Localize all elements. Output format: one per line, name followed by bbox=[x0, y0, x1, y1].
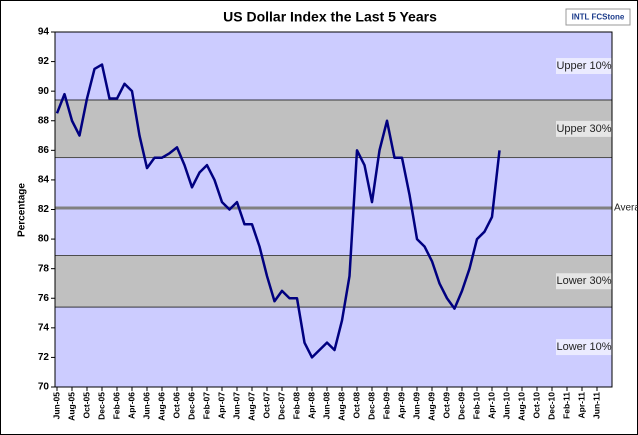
x-tick-label: Oct-06 bbox=[171, 392, 181, 419]
x-tick-label: Aug-08 bbox=[336, 392, 346, 421]
x-tick-label: Apr-08 bbox=[306, 392, 316, 419]
band bbox=[54, 306, 613, 388]
x-tick-label: Jun-11 bbox=[591, 392, 601, 419]
x-tick-label: Jun-09 bbox=[411, 392, 421, 420]
x-tick-label: Jun-07 bbox=[231, 392, 241, 420]
band bbox=[54, 31, 613, 101]
x-tick-label: Apr-07 bbox=[216, 392, 226, 419]
band-label: Lower 30% bbox=[556, 275, 611, 287]
y-tick-label: 76 bbox=[38, 293, 50, 304]
x-tick-label: Feb-11 bbox=[561, 392, 571, 419]
y-tick-label: 90 bbox=[38, 86, 50, 97]
y-tick-label: 88 bbox=[38, 115, 50, 126]
x-tick-label: Feb-07 bbox=[201, 392, 211, 420]
x-tick-label: Dec-08 bbox=[366, 392, 376, 420]
band-label-box bbox=[556, 339, 612, 356]
y-axis-label: Percentage bbox=[17, 183, 28, 237]
x-tick-label: Apr-11 bbox=[576, 392, 586, 419]
logo-box bbox=[565, 8, 631, 26]
x-tick-label: Aug-10 bbox=[516, 392, 526, 421]
chart-title: US Dollar Index the Last 5 Years bbox=[223, 9, 437, 25]
x-tick-label: Feb-09 bbox=[381, 392, 391, 420]
x-tick-label: Oct-05 bbox=[81, 392, 91, 419]
x-tick-label: Feb-08 bbox=[291, 392, 301, 420]
x-tick-label: Dec-07 bbox=[276, 392, 286, 420]
band-label: Upper 30% bbox=[556, 123, 611, 135]
x-tick-label: Dec-06 bbox=[186, 392, 196, 420]
x-tick-label: Aug-05 bbox=[66, 392, 76, 421]
band-label-box bbox=[556, 273, 612, 290]
band-label: Upper 10% bbox=[556, 60, 611, 72]
x-tick-label: Apr-09 bbox=[396, 392, 406, 419]
x-tick-label: Apr-06 bbox=[126, 392, 136, 419]
x-tick-label: Dec-09 bbox=[456, 392, 466, 420]
logo: INTL FCStone bbox=[572, 13, 625, 22]
y-tick-label: 82 bbox=[38, 204, 50, 215]
y-tick-label: 78 bbox=[38, 263, 50, 274]
y-tick-label: 94 bbox=[38, 27, 50, 38]
x-tick-label: Jun-10 bbox=[501, 392, 511, 420]
band-label-box bbox=[556, 58, 612, 75]
x-tick-label: Oct-09 bbox=[441, 392, 451, 419]
x-tick-label: Dec-05 bbox=[96, 392, 106, 420]
x-tick-label: Feb-10 bbox=[471, 392, 481, 420]
y-tick-label: 72 bbox=[38, 352, 50, 363]
x-tick-label: Aug-07 bbox=[246, 392, 256, 421]
x-tick-label: Feb-06 bbox=[111, 392, 121, 420]
x-tick-label: Aug-06 bbox=[156, 392, 166, 421]
y-tick-label: 86 bbox=[38, 145, 50, 156]
y-tick-label: 80 bbox=[38, 234, 50, 245]
y-tick-label: 92 bbox=[38, 56, 50, 67]
x-tick-label: Oct-10 bbox=[531, 392, 541, 419]
x-tick-label: Oct-08 bbox=[351, 392, 361, 419]
x-tick-label: Jun-05 bbox=[51, 392, 61, 420]
x-tick-label: Oct-07 bbox=[261, 392, 271, 419]
y-tick-label: 84 bbox=[38, 175, 50, 186]
data-line bbox=[55, 63, 501, 359]
band-label: Lower 10% bbox=[556, 341, 611, 353]
y-tick-label: 70 bbox=[38, 382, 50, 393]
average-label: Average bbox=[614, 203, 638, 214]
plot-frame bbox=[54, 31, 613, 388]
x-tick-label: Dec-10 bbox=[546, 392, 556, 420]
x-tick-label: Apr-10 bbox=[486, 392, 496, 419]
band bbox=[54, 255, 613, 308]
x-tick-label: Jun-08 bbox=[321, 392, 331, 420]
x-tick-label: Aug-09 bbox=[426, 392, 436, 421]
band-label-box bbox=[556, 120, 612, 137]
y-tick-label: 74 bbox=[38, 322, 50, 333]
x-tick-label: Jun-06 bbox=[141, 392, 151, 420]
